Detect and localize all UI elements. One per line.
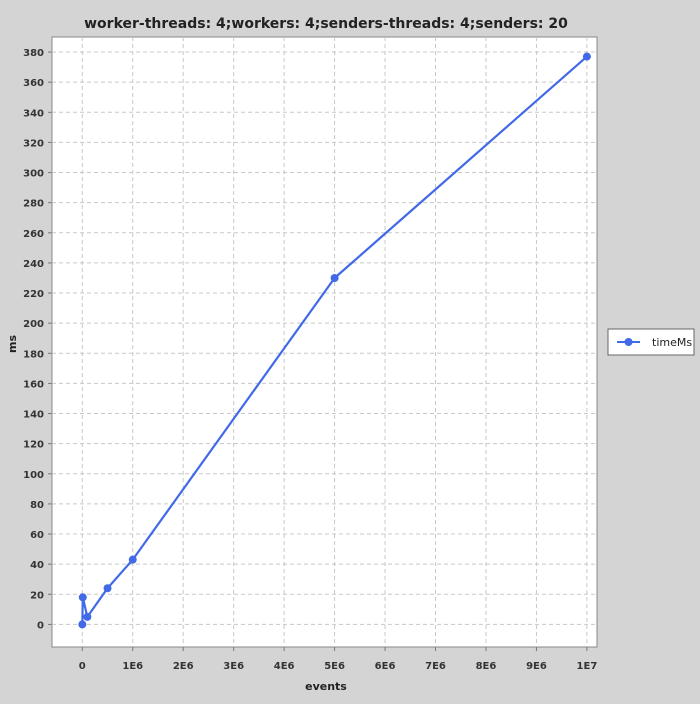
y-tick-label: 80 <box>30 500 44 511</box>
y-tick-label: 260 <box>23 229 44 240</box>
x-tick-label: 4E6 <box>274 661 295 672</box>
legend-label: timeMs <box>652 336 692 349</box>
x-tick-label: 3E6 <box>223 661 244 672</box>
x-tick-label: 0 <box>79 661 86 672</box>
x-tick-label: 9E6 <box>526 661 547 672</box>
y-tick-label: 380 <box>23 48 44 59</box>
y-tick-label: 100 <box>23 470 44 481</box>
grid-lines <box>52 37 597 647</box>
y-tick-label: 300 <box>23 169 44 180</box>
y-tick-label: 320 <box>23 138 44 149</box>
y-tick-label: 0 <box>37 620 44 631</box>
data-point <box>103 584 112 593</box>
x-tick-label: 5E6 <box>324 661 345 672</box>
y-axis-label: ms <box>6 335 19 353</box>
data-point <box>128 555 137 564</box>
x-tick-label: 8E6 <box>476 661 497 672</box>
data-point <box>330 273 339 282</box>
y-tick-label: 40 <box>30 560 44 571</box>
series-layer <box>78 52 591 629</box>
x-tick-label: 1E7 <box>577 661 598 672</box>
data-point <box>83 612 92 621</box>
y-tick-label: 140 <box>23 410 44 421</box>
y-tick-label: 340 <box>23 108 44 119</box>
axes: 0 1E6 2E6 3E6 4E6 5E6 6E6 7E6 8E6 9E6 1E7 0 20 40 60 80… <box>23 48 597 672</box>
chart-title: worker-threads: 4;workers: 4;senders-thr… <box>84 16 568 32</box>
y-tick-label: 240 <box>23 259 44 270</box>
y-tick-label: 280 <box>23 199 44 210</box>
x-tick-label: 2E6 <box>173 661 194 672</box>
y-tick-label: 160 <box>23 379 44 390</box>
plot-area <box>51 36 598 648</box>
data-point <box>78 620 87 629</box>
x-tick-label: 1E6 <box>122 661 143 672</box>
y-tick-label: 120 <box>23 440 44 451</box>
data-point <box>78 593 87 602</box>
y-tick-label: 360 <box>23 78 44 89</box>
data-point <box>582 52 591 61</box>
y-tick-label: 180 <box>23 349 44 360</box>
x-tick-label: 7E6 <box>425 661 446 672</box>
y-tick-label: 60 <box>30 530 44 541</box>
y-tick-label: 220 <box>23 289 44 300</box>
y-tick-label: 200 <box>23 319 44 330</box>
legend-marker-icon <box>624 338 633 346</box>
x-tick-label: 6E6 <box>375 661 396 672</box>
x-axis-label: events <box>305 680 347 693</box>
legend: timeMs <box>607 328 695 356</box>
y-tick-label: 20 <box>30 590 44 601</box>
